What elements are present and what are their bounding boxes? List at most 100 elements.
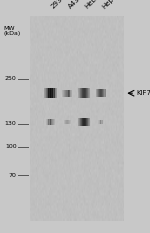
Bar <box>51 88 52 98</box>
Bar <box>49 88 50 98</box>
Bar <box>87 88 88 98</box>
Bar <box>46 88 47 98</box>
Bar <box>80 118 81 126</box>
Text: A431: A431 <box>67 0 84 10</box>
Bar <box>47 88 48 98</box>
Bar <box>48 119 49 125</box>
Bar <box>68 90 69 97</box>
Bar <box>62 90 63 97</box>
Bar <box>104 89 105 97</box>
Bar <box>53 88 54 98</box>
Bar <box>86 88 87 98</box>
Text: HeLa: HeLa <box>84 0 101 10</box>
Bar <box>69 90 70 97</box>
Bar <box>97 89 98 97</box>
Bar <box>70 90 71 97</box>
Bar <box>52 88 53 98</box>
Bar <box>101 120 102 124</box>
Bar <box>78 88 79 98</box>
Bar <box>80 88 81 98</box>
Text: 130: 130 <box>5 121 16 127</box>
Bar <box>67 90 68 97</box>
Bar <box>89 88 90 98</box>
Bar <box>84 88 85 98</box>
Bar <box>103 89 104 97</box>
Bar <box>79 118 80 126</box>
Bar <box>50 88 51 98</box>
Bar <box>99 89 100 97</box>
Bar <box>85 88 86 98</box>
Bar <box>50 88 51 98</box>
Bar <box>50 119 51 125</box>
Bar <box>49 119 50 125</box>
Bar <box>86 118 87 126</box>
Bar <box>64 120 65 124</box>
Bar <box>52 119 53 125</box>
Bar <box>56 88 57 98</box>
Bar <box>82 88 83 98</box>
Bar <box>45 88 46 98</box>
Bar <box>63 90 64 97</box>
Text: HepG2: HepG2 <box>101 0 122 10</box>
Bar <box>81 118 82 126</box>
Bar <box>67 120 68 124</box>
Bar <box>51 119 52 125</box>
Bar <box>100 89 101 97</box>
Bar <box>54 88 55 98</box>
Bar <box>46 119 47 125</box>
Bar <box>65 90 66 97</box>
Bar <box>98 120 99 124</box>
Bar <box>102 120 103 124</box>
Bar <box>104 89 105 97</box>
Bar <box>105 89 106 97</box>
Bar <box>84 118 85 126</box>
Bar <box>99 120 100 124</box>
Bar <box>83 118 84 126</box>
Bar <box>48 88 49 98</box>
Bar <box>69 120 70 124</box>
Bar <box>78 118 79 126</box>
Text: KIF7: KIF7 <box>136 90 150 96</box>
Bar <box>85 118 86 126</box>
Bar <box>66 120 67 124</box>
Bar <box>65 120 66 124</box>
Bar <box>81 88 82 98</box>
Bar <box>71 90 72 97</box>
Bar <box>89 118 90 126</box>
Bar <box>79 88 80 98</box>
Bar <box>83 88 84 98</box>
Text: 100: 100 <box>5 144 16 149</box>
Bar <box>103 89 104 97</box>
Bar <box>55 88 56 98</box>
Bar <box>53 119 54 125</box>
Bar <box>96 89 97 97</box>
Bar <box>47 119 48 125</box>
Bar <box>101 89 102 97</box>
Bar <box>54 88 55 98</box>
Text: 293T: 293T <box>50 0 67 10</box>
Bar <box>66 90 67 97</box>
Bar <box>105 89 106 97</box>
Bar <box>50 119 51 125</box>
Bar <box>85 88 86 98</box>
Bar <box>44 88 45 98</box>
Bar <box>100 120 101 124</box>
Bar <box>81 88 82 98</box>
Bar <box>98 89 99 97</box>
Bar <box>64 90 65 97</box>
Text: 250: 250 <box>5 76 16 81</box>
Bar <box>67 120 68 124</box>
Text: MW
(kDa): MW (kDa) <box>3 26 20 36</box>
Bar <box>81 118 82 126</box>
Bar <box>102 89 103 97</box>
Bar <box>100 120 101 124</box>
Bar <box>87 118 88 126</box>
Bar <box>88 88 89 98</box>
Text: 70: 70 <box>9 173 16 178</box>
Bar <box>82 118 83 126</box>
Bar <box>48 119 49 125</box>
Bar <box>54 119 55 125</box>
Bar <box>68 120 69 124</box>
Bar <box>85 118 86 126</box>
Bar <box>88 118 89 126</box>
